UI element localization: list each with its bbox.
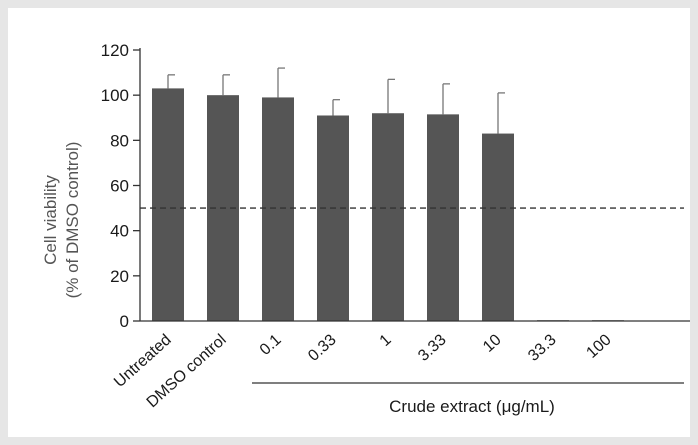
x-tick-label: 0.1 bbox=[257, 331, 285, 359]
y-tick-label: 120 bbox=[101, 41, 129, 60]
error-bars-group bbox=[167, 67, 505, 134]
y-axis: 0 20 40 60 80 100 120 bbox=[101, 41, 141, 331]
bar bbox=[372, 113, 404, 321]
y-tick-label: 40 bbox=[110, 222, 129, 241]
bar bbox=[317, 115, 349, 321]
y-tick-label: 0 bbox=[120, 312, 129, 331]
x-tick-label: 33.3 bbox=[525, 331, 560, 365]
bar bbox=[152, 88, 184, 322]
x-tick-label: 10 bbox=[480, 331, 505, 356]
y-tick-label: 20 bbox=[110, 267, 129, 286]
y-tick-label: 80 bbox=[110, 131, 129, 150]
group-label: Crude extract (μg/mL) bbox=[389, 397, 555, 416]
x-tick-label: 0.33 bbox=[305, 331, 340, 365]
bar bbox=[262, 97, 294, 321]
figure-frame: 0 20 40 60 80 100 120 Untreated DMSO control 0.1… bbox=[8, 8, 690, 437]
bar bbox=[482, 133, 514, 321]
x-tick-label: 100 bbox=[583, 331, 614, 362]
bar bbox=[427, 114, 459, 321]
y-tick-label: 60 bbox=[110, 177, 129, 196]
bars-group bbox=[152, 88, 624, 322]
y-axis-label-line1: Cell viability bbox=[41, 175, 60, 265]
y-tick-label: 100 bbox=[101, 86, 129, 105]
y-axis-label-line2: (% of DMSO control) bbox=[63, 142, 82, 299]
x-tick-label: 1 bbox=[377, 331, 395, 350]
x-tick-label: 3.33 bbox=[415, 331, 450, 365]
